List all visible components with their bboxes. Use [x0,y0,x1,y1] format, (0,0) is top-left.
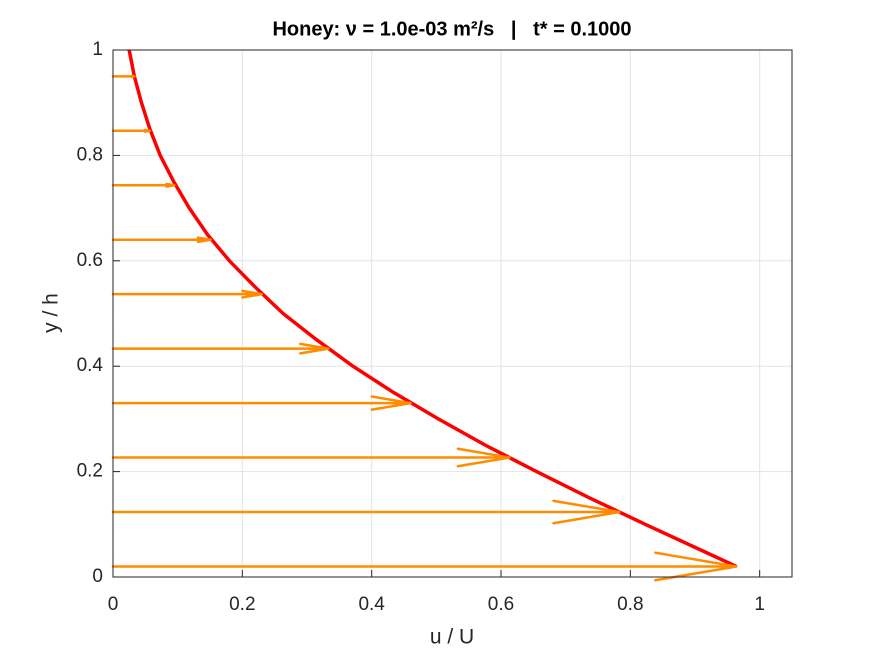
x-tick-label: 0.2 [229,594,255,615]
velocity-arrow [111,182,176,188]
velocity-arrow [111,128,152,133]
y-tick-label: 0.8 [77,144,103,165]
x-axis-label: u / U [430,626,474,649]
y-tick-label: 0.6 [77,250,103,271]
x-tick-label: 0.4 [358,594,385,615]
velocity-arrow [111,551,738,582]
y-axis-label: y / h [40,293,63,333]
x-tick-label: 0.6 [488,594,514,615]
x-tick-label: 0.8 [617,594,643,615]
velocity-arrow [111,342,330,355]
y-tick-label: 0 [92,566,103,587]
chart-title: Honey: ν = 1.0e-03 m²/s | t* = 0.1000 [272,18,631,40]
x-tick-label: 1 [754,594,765,615]
velocity-arrow [111,236,212,244]
y-tick-label: 0.4 [77,355,104,376]
velocity-arrow [111,499,621,525]
velocity-arrow [111,74,136,79]
velocity-arrow [111,289,263,299]
x-tick-label: 0 [108,594,119,615]
profile-line [127,49,738,569]
axes-box [112,49,793,578]
velocity-arrow [111,395,412,411]
velocity-arrow [111,447,511,468]
y-tick-label: 1 [92,39,103,60]
y-tick-label: 0.2 [77,461,103,482]
